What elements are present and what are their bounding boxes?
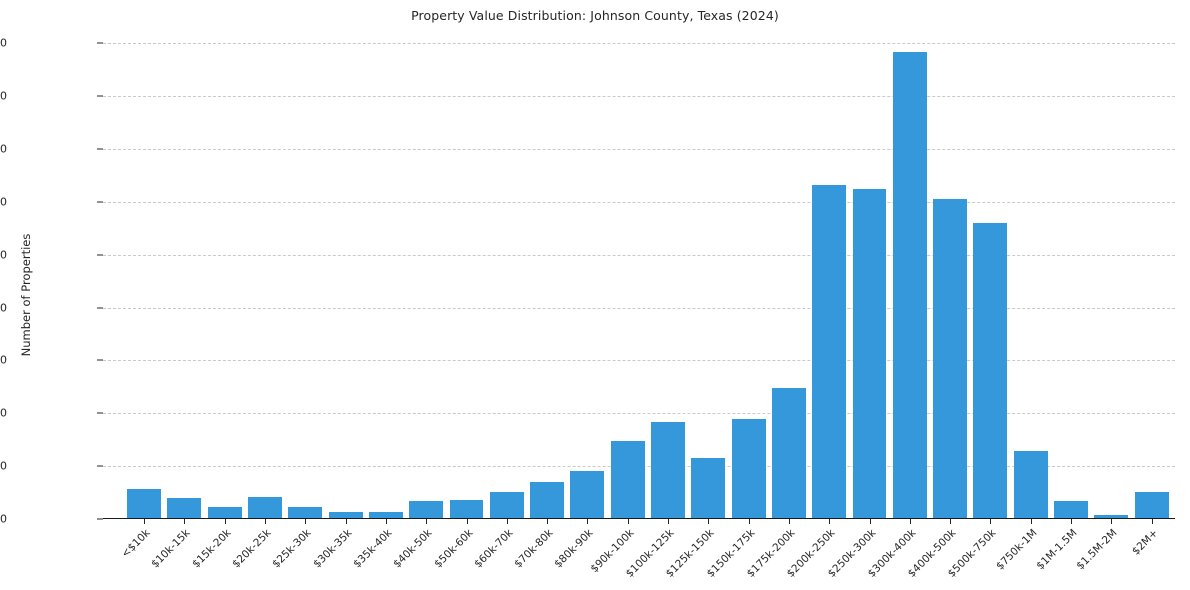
y-axis-tick-label: 0 [0,512,7,526]
x-axis-tick-mark [466,519,468,524]
bar[interactable] [691,458,726,519]
x-axis-tick-mark [990,519,992,524]
x-axis-tick-mark [1030,519,1032,524]
y-axis-tick-mark [97,201,103,203]
y-axis-tick-label: 3,000 [0,353,7,367]
bar[interactable] [1134,491,1169,519]
x-axis-tick-mark [668,519,670,524]
x-axis-tick-mark [265,519,266,524]
bar[interactable] [409,501,444,519]
bar[interactable] [812,184,847,519]
bar[interactable] [1013,451,1048,519]
bar[interactable] [248,496,282,519]
y-axis-tick-mark [97,254,103,256]
x-axis-tick-mark [1151,519,1153,524]
x-axis-tick-mark [426,519,428,524]
bar[interactable] [731,419,766,519]
bar-series [103,30,1175,519]
gridline [103,413,1175,415]
y-axis: Number of Properties 0 1,000 2,000 3,000 4,0… [0,0,103,590]
bar[interactable] [933,198,968,519]
bar[interactable] [973,222,1008,519]
gridline [103,43,1175,45]
y-axis-tick-label: 6,000 [0,195,7,209]
gridline [103,201,1175,203]
bar[interactable] [489,492,524,519]
y-axis-tick-mark [97,148,103,150]
bar[interactable] [892,52,927,519]
gridline [103,254,1175,256]
chart-title: Property Value Distribution: Johnson Cou… [411,8,779,23]
x-axis-tick-mark [627,519,629,524]
y-axis-tick-label: 1,000 [0,459,7,473]
bar[interactable] [328,512,363,519]
y-axis-tick-mark [97,359,103,361]
y-axis-tick-label: 9,000 [0,36,7,50]
y-axis-tick-label: 7,000 [0,142,7,156]
x-axis-tick-mark [144,519,146,524]
x-axis-tick-mark [506,519,508,524]
bar[interactable] [651,422,685,519]
x-axis-tick-mark [184,519,186,524]
gridline [103,307,1175,309]
bar[interactable] [530,482,565,519]
bar[interactable] [852,189,887,519]
bar[interactable] [1094,514,1129,519]
y-axis-tick-mark [97,518,103,520]
bar[interactable] [288,507,323,519]
gridline [103,360,1175,362]
gridline [103,96,1175,98]
x-axis-tick-mark [869,519,871,524]
bar[interactable] [207,506,242,519]
bar[interactable] [610,440,645,519]
y-axis-tick-label: 5,000 [0,248,7,262]
y-axis-tick-label: 2,000 [0,406,7,420]
bar[interactable] [570,471,605,519]
bar[interactable] [368,512,403,519]
x-axis-tick-mark [385,519,387,524]
y-axis-tick-label: 8,000 [0,89,7,103]
bar[interactable] [771,387,806,519]
y-axis-tick-mark [97,307,103,309]
x-axis-tick-mark [708,519,710,524]
x-axis-tick-mark [1111,519,1113,524]
x-axis-tick-mark [587,519,589,524]
x-axis-tick-mark [748,519,750,524]
x-axis-tick-mark [345,519,347,524]
y-axis-tick-mark [97,95,103,97]
bar[interactable] [167,498,202,519]
x-axis-line [103,518,1175,519]
gridline [103,148,1175,150]
y-axis-tick-mark [97,465,103,467]
x-axis-tick-mark [547,519,549,524]
x-axis-tick-mark [305,519,307,524]
y-axis-tick-label: 4,000 [0,301,7,315]
y-axis-label: Number of Properties [19,233,33,357]
x-axis-tick-mark [950,519,952,524]
x-axis-tick-mark [909,519,911,524]
bar[interactable] [1054,501,1088,519]
x-axis-tick-mark [788,519,790,524]
plot-area [103,30,1175,519]
y-axis-tick-mark [97,42,103,44]
bar[interactable] [127,489,162,519]
x-axis-tick-mark [829,519,831,524]
x-axis-tick-mark [224,519,226,524]
y-axis-tick-mark [97,412,103,414]
bar[interactable] [449,499,484,519]
x-axis-tick-mark [1071,519,1073,524]
